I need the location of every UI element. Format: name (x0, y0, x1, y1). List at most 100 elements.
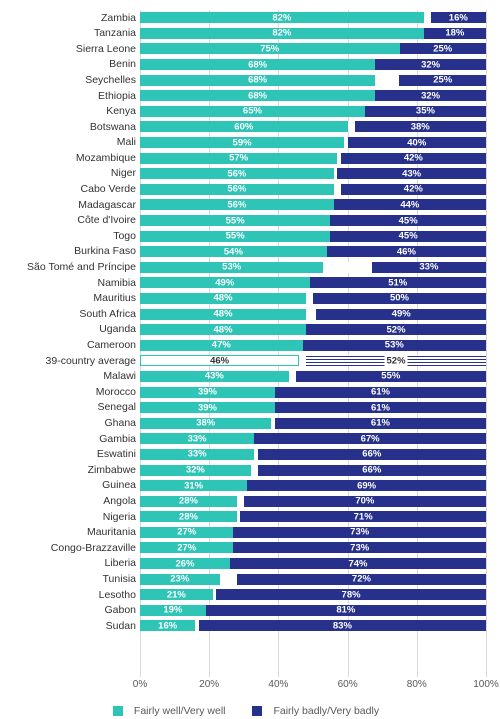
pct-good: 56% (227, 184, 246, 195)
bar-good: 27% (140, 527, 233, 538)
bar-gap (306, 309, 316, 320)
country-row: São Tomé and Príncipe53%33% (140, 260, 486, 276)
pct-bad: 69% (357, 480, 376, 491)
bar-group: 68%25% (140, 75, 486, 86)
bar-bad: 32% (375, 59, 486, 70)
pct-good: 68% (248, 90, 267, 101)
country-row: Tunisia23%72% (140, 571, 486, 587)
pct-bad: 50% (390, 293, 409, 304)
pct-bad: 52% (385, 355, 408, 366)
country-label: Nigeria (8, 512, 136, 523)
bar-bad: 32% (375, 90, 486, 101)
pct-good: 47% (212, 340, 231, 351)
bar-group: 59%40% (140, 137, 486, 148)
x-tick-label: 40% (268, 679, 288, 690)
pct-bad: 67% (361, 433, 380, 444)
bar-group: 19%81% (140, 605, 486, 616)
legend-label: Fairly badly/Very badly (273, 705, 379, 717)
bar-good: 53% (140, 262, 323, 273)
country-row: Gabon19%81% (140, 603, 486, 619)
country-row: Côte d'Ivoire55%45% (140, 213, 486, 229)
bar-good: 55% (140, 215, 330, 226)
pct-good: 28% (179, 511, 198, 522)
bar-good: 68% (140, 59, 375, 70)
pct-good: 54% (224, 246, 243, 257)
bar-bad: 53% (303, 340, 486, 351)
country-row: Niger56%43% (140, 166, 486, 182)
country-label: Mozambique (8, 153, 136, 164)
bar-good: 82% (140, 12, 424, 23)
bar-group: 28%70% (140, 496, 486, 507)
bar-gap (348, 121, 355, 132)
bar-group: 82%16% (140, 12, 486, 23)
bar-bad: 49% (316, 309, 486, 320)
bar-bad: 66% (258, 449, 486, 460)
pct-bad: 71% (354, 511, 373, 522)
bar-group: 32%66% (140, 465, 486, 476)
pct-bad: 52% (387, 324, 406, 335)
country-row: Seychelles68%25% (140, 72, 486, 88)
country-label: Ethiopia (8, 91, 136, 102)
country-label: Tunisia (8, 574, 136, 585)
bar-group: 39% 61% (140, 387, 486, 398)
bar-bad: 78% (216, 589, 486, 600)
bar-bad: 42% (341, 184, 486, 195)
bar-group: 31%69% (140, 480, 486, 491)
bar-group: 28% 71% (140, 511, 486, 522)
pct-bad: 73% (350, 542, 369, 553)
country-row: Mauritania27%73% (140, 525, 486, 541)
bar-bad: 45% (330, 215, 486, 226)
bar-bad: 61% (275, 387, 486, 398)
pct-good: 56% (227, 199, 246, 210)
gridline (486, 10, 487, 677)
bar-good: 68% (140, 90, 375, 101)
bar-good: 54% (140, 246, 327, 257)
bar-good: 39% (140, 402, 275, 413)
bar-good: 56% (140, 168, 334, 179)
country-row: Ghana38%61% (140, 415, 486, 431)
bar-bad: 73% (233, 542, 486, 553)
legend-item-bad: Fairly badly/Very badly (252, 705, 387, 717)
pct-bad: 32% (421, 90, 440, 101)
pct-bad: 40% (407, 137, 426, 148)
bar-bad: 67% (254, 433, 486, 444)
pct-bad: 61% (371, 418, 390, 429)
pct-good: 75% (260, 43, 279, 54)
pct-good: 27% (177, 527, 196, 538)
bar-good: 33% (140, 433, 254, 444)
country-row: 39-country average46%52% (140, 353, 486, 369)
country-row: Sierra Leone75%25% (140, 41, 486, 57)
country-row: Togo55%45% (140, 228, 486, 244)
country-row: Guinea31%69% (140, 478, 486, 494)
country-row: Mali59%40% (140, 135, 486, 151)
country-label: Congo-Brazzaville (8, 543, 136, 554)
country-label: Kenya (8, 106, 136, 117)
survey-bar-chart: Zambia82%16%Tanzania82%18%Sierra Leone75… (0, 0, 500, 719)
pct-good: 82% (272, 28, 291, 39)
bar-group: 43%55% (140, 371, 486, 382)
country-label: Sierra Leone (8, 44, 136, 55)
country-row: Cameroon47%53% (140, 337, 486, 353)
pct-good: 26% (175, 558, 194, 569)
bar-bad: 70% (244, 496, 486, 507)
bar-group: 33%66% (140, 449, 486, 460)
bar-good: 26% (140, 558, 230, 569)
bar-bad: 43% (337, 168, 486, 179)
country-label: Togo (8, 231, 136, 242)
pct-bad: 18% (445, 28, 464, 39)
x-axis: 0%20%40%60%80%100% (140, 679, 486, 693)
bar-bad: 44% (334, 199, 486, 210)
pct-good: 39% (198, 387, 217, 398)
country-label: São Tomé and Príncipe (8, 262, 136, 273)
country-label: Namibia (8, 278, 136, 289)
pct-good: 60% (234, 121, 253, 132)
country-label: Gabon (8, 605, 136, 616)
country-label: Benin (8, 59, 136, 70)
bar-good: 48% (140, 324, 306, 335)
bar-bad: 46% (327, 246, 486, 257)
country-label: Lesotho (8, 590, 136, 601)
bar-group: 48%50% (140, 293, 486, 304)
bar-group: 39%61% (140, 402, 486, 413)
pct-good: 27% (177, 542, 196, 553)
pct-good: 68% (248, 75, 267, 86)
